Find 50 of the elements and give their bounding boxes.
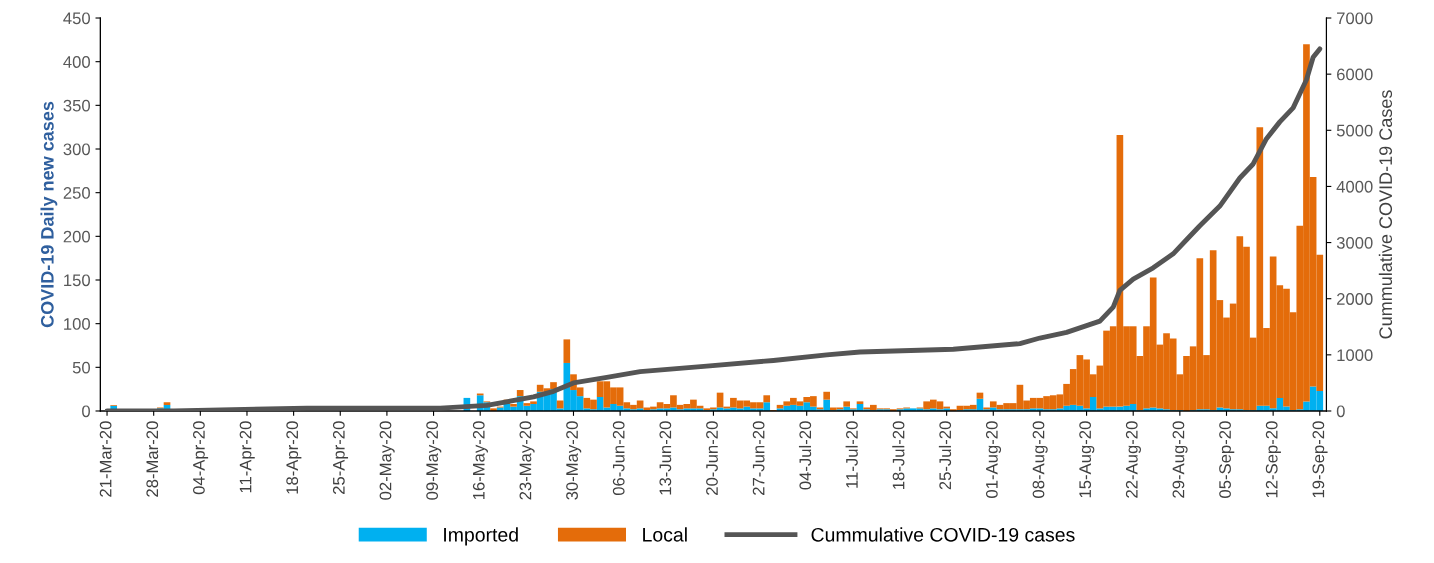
legend-label: Local — [643, 527, 687, 542]
x-tick-label: 25-Jul-20 — [938, 421, 952, 490]
x-tick-label: 01-Aug-20 — [985, 421, 1002, 498]
x-tick-label: 11-Jul-20 — [845, 421, 858, 488]
x-tick-label: 15-Aug-20 — [1079, 421, 1095, 498]
y-tick-label: 100 — [64, 318, 91, 330]
x-tick-label: 28-Mar-20 — [146, 421, 159, 497]
y2-tick-label: 6000 — [1337, 68, 1373, 81]
y-tick-label: 250 — [63, 187, 91, 199]
x-tick-label: 06-Jun-20 — [612, 421, 625, 496]
legend-label: Cummulative COVID-19 cases — [811, 527, 1075, 542]
x-tick-label: 09-May-20 — [426, 421, 442, 500]
x-tick-label: 04-Apr-20 — [193, 421, 209, 495]
y2-tick-label: 3000 — [1336, 236, 1373, 249]
x-tick-label: 19-Sep-20 — [1312, 421, 1328, 498]
x-tick-label: 13-Jun-20 — [659, 421, 672, 495]
y-tick-label: 400 — [63, 56, 91, 68]
legend-label: Imported — [444, 527, 518, 546]
y-tick-label: 150 — [64, 274, 91, 287]
x-tick-label: 18-Apr-20 — [286, 421, 302, 494]
x-tick-label: 11-Apr-20 — [239, 421, 255, 493]
y-tick-label: 0 — [82, 405, 91, 418]
y2-tick-label: 1000 — [1337, 349, 1373, 362]
y2-tick-label: 5000 — [1336, 124, 1373, 137]
x-tick-label: 27-Jun-20 — [752, 421, 765, 495]
x-tick-label: 21-Mar-20 — [99, 421, 112, 497]
x-tick-label: 29-Aug-20 — [1172, 421, 1188, 498]
y2-tick-label: 0 — [1336, 405, 1345, 418]
y-tick-label: 300 — [63, 143, 91, 156]
y2-tick-label: 4000 — [1336, 180, 1373, 193]
x-tick-label: 16-May-20 — [472, 421, 488, 500]
x-tick-label: 12-Sep-20 — [1265, 421, 1281, 498]
y-tick-label: 50 — [72, 361, 91, 374]
y-axis-title: COVID-19 Daily new cases — [40, 101, 58, 328]
x-tick-label: 18-Jul-20 — [892, 421, 905, 489]
x-tick-label: 02-May-20 — [379, 421, 395, 500]
y-tick-label: 200 — [63, 230, 91, 243]
x-tick-label: 23-May-20 — [519, 421, 535, 500]
x-tick-label: 08-Aug-20 — [1032, 421, 1048, 498]
y-tick-label: 450 — [63, 12, 91, 25]
y-tick-label: 350 — [63, 99, 91, 112]
y2-axis-title: Cummulative COVID-19 Cases — [1378, 90, 1393, 339]
x-tick-label: 05-Sep-20 — [1219, 421, 1235, 498]
x-tick-label: 20-Jun-20 — [706, 421, 718, 495]
x-tick-label: 22-Aug-20 — [1125, 421, 1141, 498]
x-tick-label: 30-May-20 — [566, 421, 582, 500]
y2-tick-label: 2000 — [1337, 293, 1373, 305]
y2-tick-label: 7000 — [1337, 12, 1373, 25]
x-tick-label: 25-Apr-20 — [332, 421, 349, 494]
x-tick-label: 04-Jul-20 — [798, 421, 812, 490]
